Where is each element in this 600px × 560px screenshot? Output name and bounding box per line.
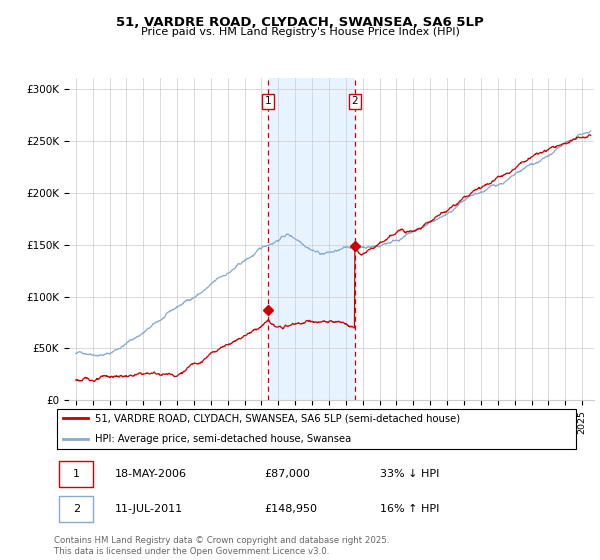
Text: £87,000: £87,000: [264, 469, 310, 479]
Text: Contains HM Land Registry data © Crown copyright and database right 2025.
This d: Contains HM Land Registry data © Crown c…: [54, 536, 389, 556]
Text: 18-MAY-2006: 18-MAY-2006: [115, 469, 187, 479]
Text: 16% ↑ HPI: 16% ↑ HPI: [380, 504, 439, 514]
Text: 2: 2: [73, 504, 80, 514]
Text: 33% ↓ HPI: 33% ↓ HPI: [380, 469, 439, 479]
Text: 1: 1: [73, 469, 80, 479]
Text: 1: 1: [265, 96, 271, 106]
Text: 51, VARDRE ROAD, CLYDACH, SWANSEA, SA6 5LP: 51, VARDRE ROAD, CLYDACH, SWANSEA, SA6 5…: [116, 16, 484, 29]
FancyBboxPatch shape: [56, 409, 577, 449]
Text: 11-JUL-2011: 11-JUL-2011: [115, 504, 182, 514]
Text: Price paid vs. HM Land Registry's House Price Index (HPI): Price paid vs. HM Land Registry's House …: [140, 27, 460, 37]
Bar: [268, 78, 355, 400]
FancyBboxPatch shape: [59, 461, 94, 487]
Text: HPI: Average price, semi-detached house, Swansea: HPI: Average price, semi-detached house,…: [95, 433, 351, 444]
Text: 51, VARDRE ROAD, CLYDACH, SWANSEA, SA6 5LP (semi-detached house): 51, VARDRE ROAD, CLYDACH, SWANSEA, SA6 5…: [95, 413, 460, 423]
Text: 2: 2: [352, 96, 358, 106]
FancyBboxPatch shape: [59, 496, 94, 522]
Text: £148,950: £148,950: [264, 504, 317, 514]
